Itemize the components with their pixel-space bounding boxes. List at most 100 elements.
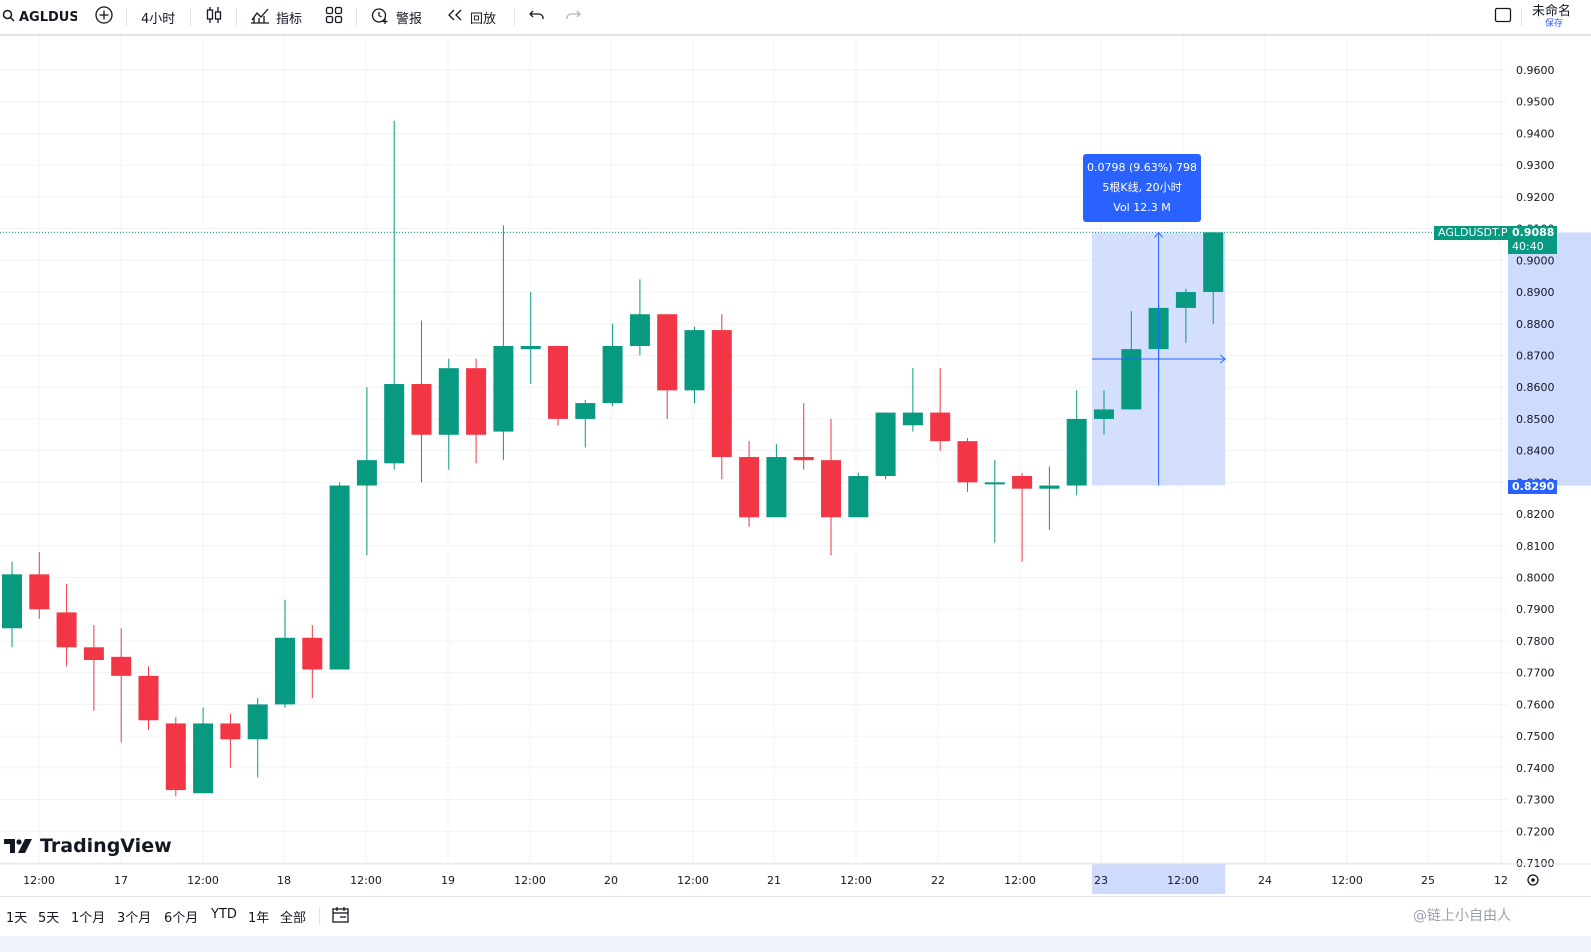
measure-tooltip: 0.0798 (9.63%) 798 5根K线, 20小时 Vol 12.3 M	[1083, 154, 1201, 222]
replay-label: 回放	[470, 11, 497, 27]
symbol-tag-text: AGLDUSDT.P	[1438, 226, 1508, 239]
measure-volume: Vol 12.3 M	[1113, 201, 1171, 214]
price-axis-label: 0.8900	[1516, 286, 1555, 299]
time-axis-label: 21	[767, 874, 781, 887]
price-axis-label: 0.7400	[1516, 762, 1555, 775]
price-axis-label: 0.9000	[1516, 254, 1555, 267]
grid-icon	[325, 6, 343, 28]
range-1m-button[interactable]: 1个月	[71, 911, 106, 926]
candle-body	[29, 574, 50, 610]
measure-time-band	[1092, 864, 1226, 894]
symbol-price-tag: AGLDUSDT.P	[1434, 226, 1512, 240]
logo-text: TradingView	[40, 835, 172, 857]
time-axis-label: 12:00	[23, 874, 55, 887]
candle-body	[602, 345, 623, 404]
settings-gear-icon[interactable]	[1527, 874, 1539, 886]
candle-body	[356, 460, 377, 486]
redo-button[interactable]	[564, 0, 582, 34]
time-axis-label: 18	[277, 874, 291, 887]
range-all-button[interactable]: 全部	[280, 911, 307, 926]
price-axis-label: 0.9600	[1516, 64, 1555, 77]
candle-body	[1175, 292, 1196, 308]
calendar-icon	[332, 907, 349, 923]
layout-name: 未命名	[1532, 4, 1572, 19]
symbol-search-button[interactable]: AGLDUSDT	[2, 0, 77, 34]
time-axis-label: 12	[1494, 874, 1508, 887]
measure-price-band	[1508, 232, 1591, 486]
price-axis-label: 0.9400	[1516, 127, 1555, 140]
undo-button[interactable]	[528, 0, 546, 34]
candle-body	[493, 345, 514, 432]
time-axis-label: 19	[441, 874, 455, 887]
price-axis-label: 0.7800	[1516, 635, 1555, 648]
candle-body	[165, 723, 186, 791]
candle-body	[902, 412, 923, 426]
price-axis-label: 0.7500	[1516, 730, 1555, 743]
candle-body	[766, 456, 787, 518]
time-axis-label: 12:00	[187, 874, 219, 887]
candles-icon	[205, 5, 223, 29]
range-5d-button[interactable]: 5天	[38, 911, 60, 926]
replay-button[interactable]: 回放	[446, 0, 496, 34]
time-axis-label: 12:00	[677, 874, 709, 887]
top-toolbar: AGLDUSDT 4小时 指标 警报 回放	[0, 0, 1591, 36]
price-axis-label: 0.8100	[1516, 540, 1555, 553]
fullscreen-button[interactable]	[1494, 0, 1512, 34]
candle-body	[984, 482, 1005, 485]
candle-body	[821, 460, 841, 518]
time-axis-label: 25	[1421, 874, 1435, 887]
candle-body	[1121, 349, 1142, 410]
undo-icon	[528, 7, 546, 27]
candle-body	[930, 412, 951, 442]
time-axis-label: 23	[1094, 874, 1108, 887]
chart-pane[interactable]: 0.7100 0.7200 0.7300 0.7400 0.7500 0.7600 0.77…	[0, 36, 1591, 894]
alert-button[interactable]: 警报	[370, 0, 422, 34]
candle-body	[739, 456, 760, 518]
measure-bars: 5根K线, 20小时	[1102, 181, 1182, 194]
candle-body	[1203, 232, 1224, 293]
range-1y-button[interactable]: 1年	[248, 911, 270, 926]
candle-body	[329, 485, 350, 670]
layout-name-button[interactable]: 未命名 保存	[1532, 4, 1591, 30]
price-axis-label: 0.8500	[1516, 413, 1555, 426]
candle-body	[657, 314, 678, 391]
time-axis-label: 24	[1258, 874, 1272, 887]
redo-icon	[564, 7, 582, 27]
candle-body	[1039, 485, 1060, 489]
range-low-tag: 0.8290	[1508, 480, 1557, 494]
range-1d-button[interactable]: 1天	[6, 911, 28, 926]
time-axis-label: 12:00	[514, 874, 546, 887]
measure-change: 0.0798 (9.63%) 798	[1086, 161, 1197, 174]
price-axis-label: 0.9200	[1516, 191, 1555, 204]
templates-button[interactable]	[325, 0, 343, 34]
price-axis-label: 0.8800	[1516, 318, 1555, 331]
candle-body	[111, 656, 132, 676]
indicators-button[interactable]: 指标	[250, 0, 302, 34]
candle-body	[684, 330, 705, 391]
price-axis-label: 0.8700	[1516, 349, 1555, 362]
indicators-icon	[250, 6, 270, 28]
goto-date-button[interactable]	[331, 905, 351, 929]
candlestick-chart[interactable]: 0.71000.72000.73000.74000.75000.76000.77…	[0, 36, 1591, 894]
range-ytd-button[interactable]: YTD	[211, 907, 237, 922]
candle-body	[56, 612, 77, 648]
range-3m-button[interactable]: 3个月	[117, 911, 152, 926]
tradingview-logo-icon	[4, 839, 32, 853]
candle-body	[1066, 418, 1087, 486]
settings-gear-icon-center	[1531, 878, 1535, 882]
candle-body	[575, 403, 596, 419]
range-6m-button[interactable]: 6个月	[164, 911, 199, 926]
tradingview-logo[interactable]: TradingView	[4, 835, 172, 857]
bottom-strip	[0, 936, 1591, 952]
chart-type-button[interactable]	[205, 0, 223, 34]
price-axis-label: 0.8000	[1516, 572, 1555, 585]
rewind-icon	[446, 8, 464, 26]
price-axis-label: 0.9500	[1516, 96, 1555, 109]
last-price-text: 0.9088	[1512, 226, 1555, 239]
time-axis-label: 22	[931, 874, 945, 887]
candle-body	[711, 330, 732, 457]
watermark: @链上小自由人	[1413, 908, 1511, 924]
interval-button[interactable]: 4小时	[141, 0, 175, 34]
compare-button[interactable]	[94, 0, 114, 34]
time-axis-label: 12:00	[1331, 874, 1363, 887]
